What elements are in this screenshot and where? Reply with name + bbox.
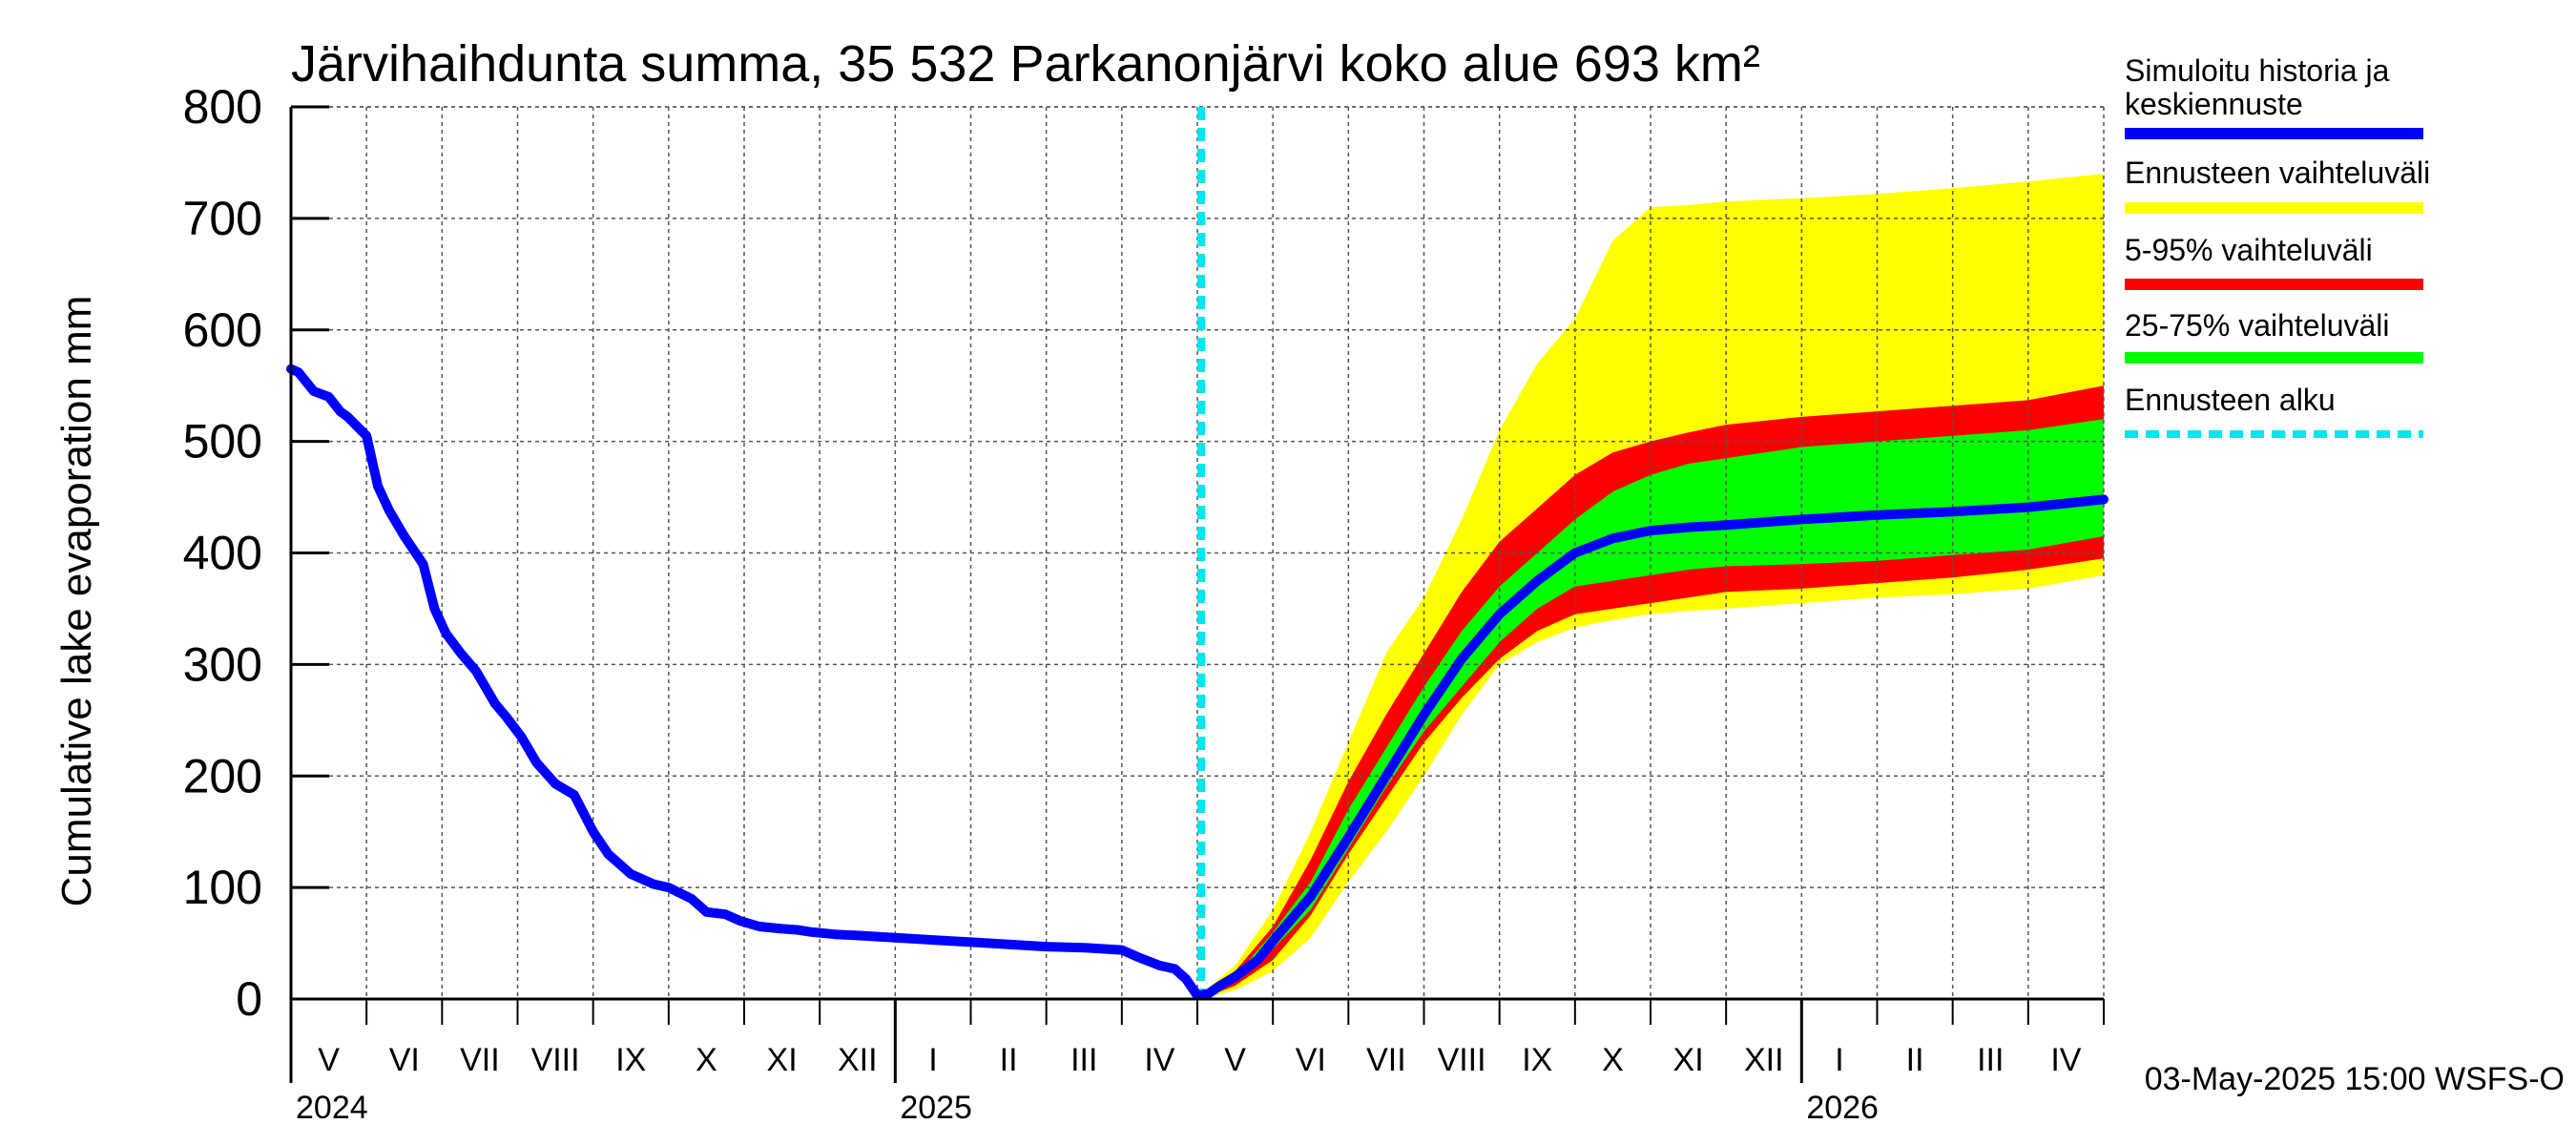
x-tick-label-month-12: V xyxy=(1224,1042,1246,1078)
series-layer xyxy=(286,107,2109,1001)
y-tick-label-800: 800 xyxy=(183,80,262,134)
x-tick-label-year-2025: 2025 xyxy=(900,1090,972,1126)
x-tick-label-month-16: IX xyxy=(1522,1042,1552,1078)
legend-label-simuloitu-historia-ja-keskiennuste: Simuloitu historia ja keskiennuste xyxy=(2125,53,2390,121)
legend: Simuloitu historia ja keskiennuste Ennuste… xyxy=(2125,53,2430,438)
y-tick-label-500: 500 xyxy=(183,415,262,468)
x-tick-label-month-20: I xyxy=(1835,1042,1843,1078)
x-tick-label-month-0: V xyxy=(318,1042,340,1078)
y-tick-label-700: 700 xyxy=(183,192,262,245)
x-tick-label-month-1: VI xyxy=(389,1042,420,1078)
axes xyxy=(289,105,2105,1083)
y-axis-label: Cumulative lake evaporation mm xyxy=(53,296,100,907)
legend-label-line-1: Simuloitu historia ja xyxy=(2125,53,2390,88)
legend-label-5-95-vaihteluv-li: 5-95% vaihteluväli xyxy=(2125,233,2373,267)
series-line-simulated-median xyxy=(286,364,2109,1001)
y-tick-label-100: 100 xyxy=(183,861,262,914)
x-tick-label-month-6: XI xyxy=(767,1042,798,1078)
x-tick-label-year-2024: 2024 xyxy=(296,1090,368,1126)
legend-label-ennusteen-alku: Ennusteen alku xyxy=(2125,383,2336,417)
y-tick-label-0: 0 xyxy=(236,972,262,1026)
chart-title: Järvihaihdunta summa, 35 532 Parkanonjär… xyxy=(291,35,1760,93)
x-tick-labels: V VI VII VIII IX X XI XII I II III IV V VI VII VIII IX X X… xyxy=(296,1042,2082,1126)
y-tick-label-200: 200 xyxy=(183,749,262,802)
x-tick-label-month-18: XI xyxy=(1673,1042,1704,1078)
x-tick-label-month-11: IV xyxy=(1144,1042,1174,1078)
x-tick-label-month-15: VIII xyxy=(1438,1042,1486,1078)
x-tick-label-month-4: IX xyxy=(615,1042,646,1078)
x-tick-label-month-10: III xyxy=(1070,1042,1097,1078)
y-tick-label-400: 400 xyxy=(183,527,262,580)
y-tick-labels: 0 100 200 300 400 500 600 700 800 xyxy=(183,80,262,1026)
x-tick-label-month-8: I xyxy=(928,1042,937,1078)
footer-timestamp: 03-May-2025 15:00 WSFS-O xyxy=(2145,1061,2565,1097)
x-tick-label-month-5: X xyxy=(696,1042,717,1078)
x-tick-label-year-2026: 2026 xyxy=(1806,1090,1879,1126)
legend-label-line-2: keskiennuste xyxy=(2125,87,2303,121)
x-tick-label-month-21: II xyxy=(1906,1042,1924,1078)
x-tick-label-month-7: XII xyxy=(838,1042,878,1078)
legend-label-ennusteen-vaihteluv-li: Ennusteen vaihteluväli xyxy=(2125,156,2430,190)
x-tick-label-month-14: VII xyxy=(1366,1042,1406,1078)
x-tick-label-month-17: X xyxy=(1602,1042,1624,1078)
x-tick-label-month-2: VII xyxy=(460,1042,500,1078)
legend-label-25-75-vaihteluv-li: 25-75% vaihteluväli xyxy=(2125,308,2390,343)
x-tick-label-month-19: XII xyxy=(1744,1042,1784,1078)
y-tick-label-300: 300 xyxy=(183,637,262,691)
x-tick-label-month-23: IV xyxy=(2050,1042,2081,1078)
x-tick-label-month-22: III xyxy=(1977,1042,2004,1078)
x-tick-label-month-3: VIII xyxy=(531,1042,580,1078)
y-tick-label-600: 600 xyxy=(183,303,262,357)
x-tick-label-month-9: II xyxy=(1000,1042,1018,1078)
grid-lines xyxy=(291,106,2105,999)
x-tick-label-month-13: VI xyxy=(1296,1042,1326,1078)
